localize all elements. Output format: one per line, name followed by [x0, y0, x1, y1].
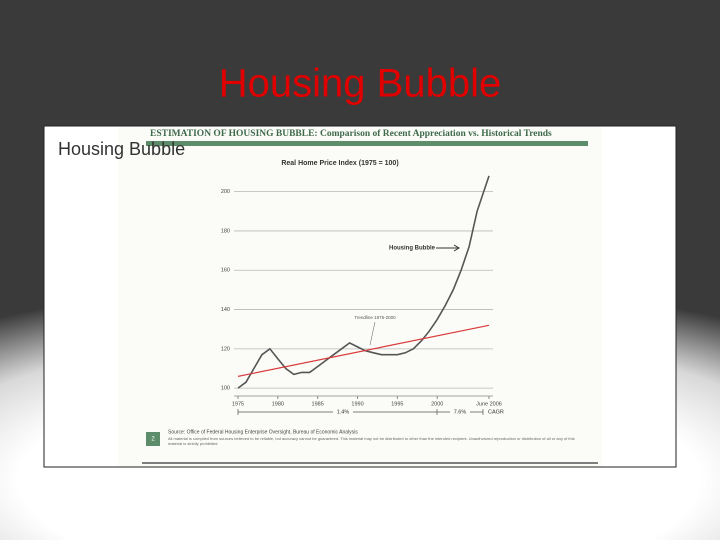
y-tick-label: 200: [221, 189, 230, 195]
source: Source: Office of Federal Housing Enterp…: [168, 429, 358, 435]
chart-image: [118, 127, 602, 466]
disclaimer: All material is compiled from sources be…: [168, 436, 575, 446]
cagr-bg-1: [333, 408, 353, 416]
cagr-bg-2: [450, 408, 470, 416]
y-tick-label: 160: [221, 268, 230, 274]
x-tick-label: 1975: [232, 401, 244, 407]
chart-title: ESTIMATION OF HOUSING BUBBLE: Comparison…: [150, 129, 552, 139]
x-tick-label: 1985: [312, 401, 324, 407]
y-tick-label: 100: [221, 386, 230, 392]
chart-subtitle: Real Home Price Index (1975 = 100): [281, 160, 398, 167]
series-line: [237, 324, 490, 377]
caption: Housing Bubble: [58, 139, 185, 159]
y-tick-label: 180: [221, 228, 230, 234]
x-tick-label: 1990: [351, 401, 363, 407]
y-tick-label: 140: [221, 307, 230, 313]
slide-title: Housing Bubble: [219, 62, 501, 106]
bubble-arrow: [436, 244, 460, 252]
trend-label: Trendline 1975-2000: [354, 315, 396, 320]
cagr-trend: 1.4%: [337, 409, 350, 415]
x-tick-label: 1995: [391, 401, 403, 407]
y-tick-label: 120: [221, 346, 230, 352]
bubble-label: Housing Bubble: [389, 246, 436, 252]
title-rule: [146, 141, 588, 146]
page-badge: [146, 432, 160, 446]
trend-pointer: [369, 321, 376, 346]
page-number: 2: [151, 437, 155, 443]
disclaimer-box: All material is compiled from sources be…: [168, 436, 575, 446]
x-tick-label: 1980: [272, 401, 284, 407]
cagr-bubble: 7.6%: [454, 409, 467, 415]
series-line: [237, 175, 490, 389]
cagr-label: CAGR: [488, 409, 504, 415]
x-tick-label: 2000: [431, 401, 443, 407]
x-tick-label: June 2006: [476, 401, 502, 407]
